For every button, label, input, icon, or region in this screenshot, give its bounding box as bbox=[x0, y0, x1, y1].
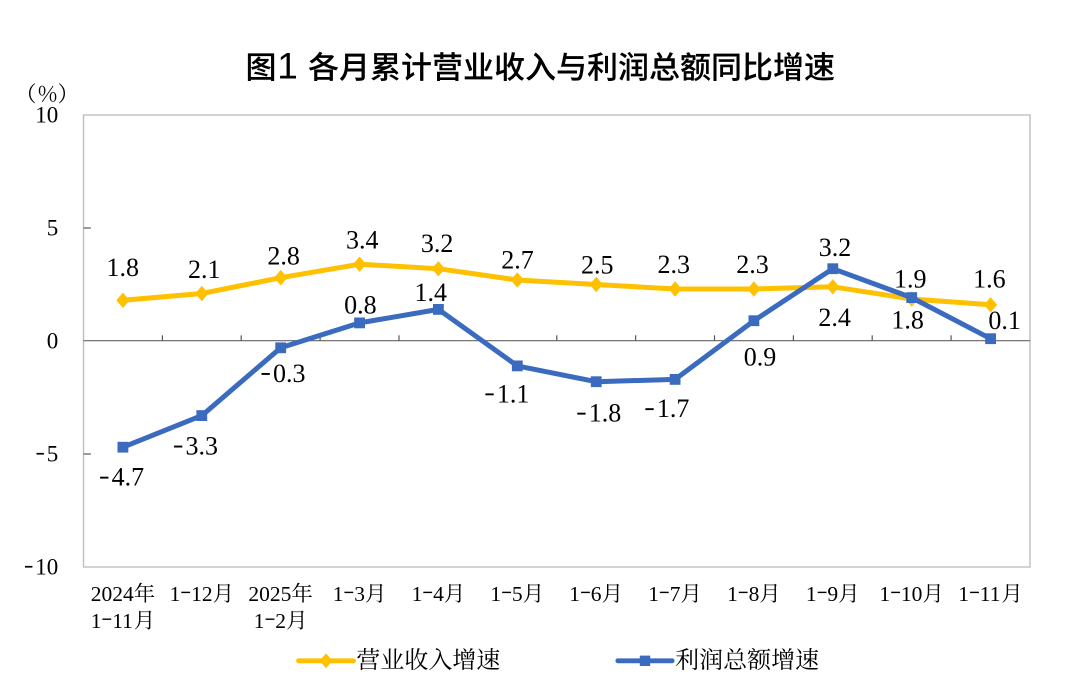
svg-text:8: 8 bbox=[749, 582, 760, 606]
svg-text:1.1: 1.1 bbox=[497, 379, 530, 408]
svg-text:0: 0 bbox=[47, 329, 59, 354]
svg-text:12: 12 bbox=[191, 582, 213, 606]
svg-text:2.7: 2.7 bbox=[501, 245, 534, 274]
svg-text:3: 3 bbox=[354, 582, 365, 606]
svg-text:1.8: 1.8 bbox=[107, 253, 140, 282]
svg-text:1.8: 1.8 bbox=[891, 305, 924, 334]
svg-text:0.8: 0.8 bbox=[344, 291, 377, 320]
svg-text:5: 5 bbox=[47, 442, 59, 467]
svg-text:3.2: 3.2 bbox=[819, 233, 852, 262]
svg-text:4.7: 4.7 bbox=[112, 463, 145, 492]
svg-text:1: 1 bbox=[490, 582, 501, 606]
svg-text:2.3: 2.3 bbox=[736, 250, 769, 279]
svg-text:1.6: 1.6 bbox=[973, 264, 1006, 293]
svg-text:1: 1 bbox=[806, 582, 817, 606]
svg-text:7: 7 bbox=[670, 582, 681, 606]
svg-text:11: 11 bbox=[980, 582, 1001, 606]
svg-text:0.9: 0.9 bbox=[744, 342, 777, 371]
svg-text:10: 10 bbox=[901, 582, 923, 606]
svg-text:1.7: 1.7 bbox=[657, 394, 690, 423]
svg-text:2.8: 2.8 bbox=[267, 242, 300, 271]
svg-text:2.4: 2.4 bbox=[818, 303, 851, 332]
svg-text:1.9: 1.9 bbox=[894, 264, 927, 293]
svg-text:2: 2 bbox=[275, 609, 286, 633]
svg-text:3.2: 3.2 bbox=[421, 229, 454, 258]
svg-text:1: 1 bbox=[170, 582, 181, 606]
svg-text:1: 1 bbox=[727, 582, 738, 606]
svg-text:4: 4 bbox=[433, 582, 444, 606]
svg-text:5: 5 bbox=[512, 582, 523, 606]
svg-text:5: 5 bbox=[47, 216, 59, 241]
svg-text:1: 1 bbox=[277, 45, 298, 86]
svg-text:2024: 2024 bbox=[91, 582, 134, 606]
svg-text:2.1: 2.1 bbox=[188, 255, 221, 284]
svg-text:1: 1 bbox=[879, 582, 890, 606]
svg-text:1: 1 bbox=[254, 609, 265, 633]
svg-text:3.4: 3.4 bbox=[346, 226, 379, 255]
svg-text:1: 1 bbox=[648, 582, 659, 606]
svg-text:0.1: 0.1 bbox=[988, 306, 1021, 335]
svg-text:10: 10 bbox=[35, 555, 58, 580]
svg-text:3.3: 3.3 bbox=[186, 432, 219, 461]
svg-text:10: 10 bbox=[35, 103, 58, 128]
svg-text:1: 1 bbox=[333, 582, 344, 606]
svg-text:1: 1 bbox=[91, 609, 102, 633]
svg-text:2.3: 2.3 bbox=[658, 250, 691, 279]
svg-text:6: 6 bbox=[591, 582, 602, 606]
svg-text:2.5: 2.5 bbox=[581, 251, 614, 280]
svg-text:1.4: 1.4 bbox=[415, 278, 448, 307]
svg-text:9: 9 bbox=[827, 582, 838, 606]
svg-text:0.3: 0.3 bbox=[273, 359, 306, 388]
svg-text:1: 1 bbox=[569, 582, 580, 606]
svg-text:1.8: 1.8 bbox=[589, 399, 622, 428]
svg-text:1: 1 bbox=[958, 582, 969, 606]
svg-text:2025: 2025 bbox=[248, 582, 291, 606]
svg-text:11: 11 bbox=[112, 609, 133, 633]
svg-text:1: 1 bbox=[412, 582, 423, 606]
